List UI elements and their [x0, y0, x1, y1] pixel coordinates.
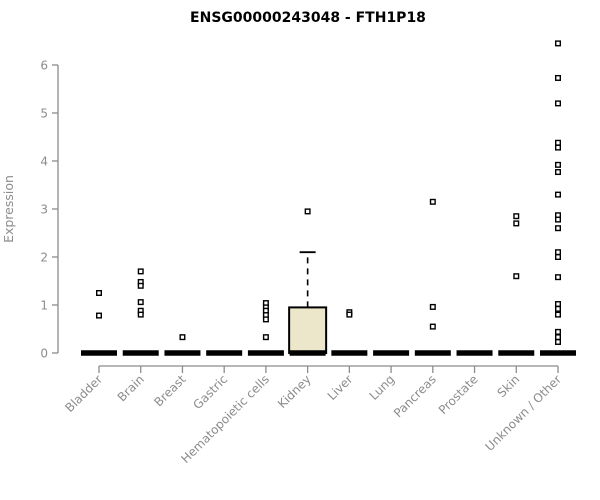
x-tick-label: Brain	[115, 372, 147, 404]
y-axis-label: Expression	[1, 175, 16, 243]
x-tick-label: Breast	[151, 372, 188, 409]
outlier-point	[513, 213, 520, 220]
outlier-point	[137, 311, 144, 318]
y-tick-label: 3	[40, 203, 48, 217]
median-bar	[247, 350, 284, 356]
outlier-point	[346, 311, 353, 318]
median-bar	[81, 350, 117, 356]
outlier-point	[555, 191, 562, 198]
median-bar	[122, 350, 159, 356]
outlier-point	[262, 334, 269, 341]
outlier-point	[555, 253, 562, 260]
outlier-point	[555, 338, 562, 345]
x-tick-label: Bladder	[62, 372, 105, 415]
outlier-point	[555, 249, 562, 256]
median-bar	[206, 350, 243, 356]
y-tick-label: 1	[40, 299, 48, 313]
outlier-point	[179, 334, 186, 341]
outlier-point	[555, 161, 562, 168]
box	[288, 306, 328, 354]
outlier-point	[429, 303, 436, 310]
outlier-point	[137, 282, 144, 289]
outlier-point	[95, 312, 102, 319]
outlier-point	[513, 273, 520, 280]
outlier-point	[555, 274, 562, 281]
chart-title: ENSG00000243048 - FTH1P18	[190, 10, 426, 26]
outlier-point	[262, 316, 269, 323]
y-tick-label: 2	[40, 251, 48, 265]
x-tick-label: Unknown / Other	[482, 372, 564, 454]
median-bar	[373, 350, 410, 356]
outlier-point	[555, 328, 562, 335]
outlier-point	[555, 225, 562, 232]
outlier-point	[555, 40, 562, 47]
x-tick-label: Kidney	[275, 372, 314, 411]
median-bar	[456, 350, 493, 356]
y-tick-label: 4	[40, 155, 48, 169]
x-tick-label: Gastric	[190, 372, 230, 412]
median-bar	[331, 350, 368, 356]
outlier-point	[95, 290, 102, 297]
outlier-point	[429, 323, 436, 330]
x-tick-label: Liver	[325, 372, 356, 403]
outlier-point	[429, 198, 436, 205]
x-tick-label: Prostate	[436, 372, 481, 417]
outlier-point	[555, 301, 562, 308]
median-bar	[414, 350, 451, 356]
median-bar	[289, 350, 326, 356]
outlier-point	[555, 100, 562, 107]
outlier-point	[555, 139, 562, 146]
outlier-point	[555, 334, 562, 341]
outlier-point	[555, 74, 562, 81]
outlier-point	[555, 216, 562, 223]
median-bar	[540, 350, 576, 356]
outlier-point	[555, 169, 562, 176]
x-tick-label: Pancreas	[391, 372, 439, 420]
y-tick-label: 5	[40, 107, 48, 121]
outlier-point	[513, 220, 520, 227]
y-tick-label: 0	[40, 347, 48, 361]
outlier-point	[137, 299, 144, 306]
median-bar	[164, 350, 201, 356]
outlier-point	[555, 311, 562, 318]
outlier-point	[555, 305, 562, 312]
outlier-point	[304, 208, 311, 215]
median-bar	[498, 350, 535, 356]
x-tick-label: Skin	[494, 372, 522, 400]
x-tick-label: Lung	[367, 372, 398, 403]
outlier-point	[137, 268, 144, 275]
outlier-point	[555, 144, 562, 151]
y-tick-label: 6	[40, 59, 48, 73]
